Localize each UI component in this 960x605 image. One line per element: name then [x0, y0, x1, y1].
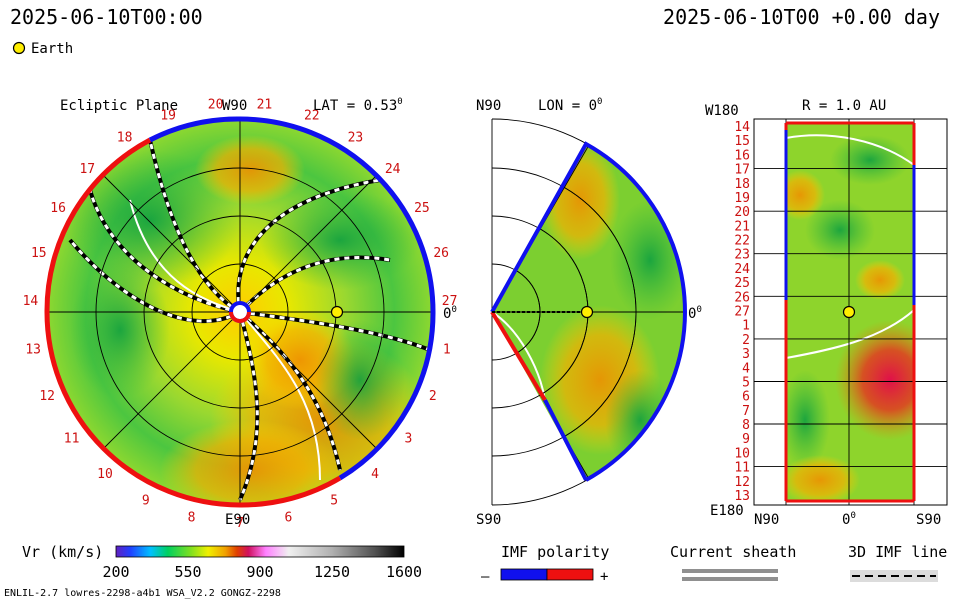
colorbar-tick-label: 1250 [314, 563, 350, 581]
ecliptic-rim-label: 25 [414, 201, 430, 216]
synoptic-row-label: 23 [734, 248, 750, 263]
ecliptic-right-label: 00 [443, 305, 457, 322]
ecliptic-rim-label: 9 [142, 494, 150, 509]
synoptic-row-label: 21 [734, 219, 750, 234]
ecliptic-rim-label: 10 [97, 467, 113, 482]
synoptic-row-label: 10 [734, 446, 750, 461]
synoptic-row-label: 3 [742, 347, 750, 362]
datetime-right: 2025-06-10T00 +0.00 day [663, 5, 940, 29]
ecliptic-rim-label: 14 [23, 294, 39, 309]
colorbar-tick-label: 550 [174, 563, 201, 581]
earth-marker-synoptic [842, 305, 856, 319]
ecliptic-rim-label: 22 [304, 109, 320, 124]
synoptic-row-label: 8 [742, 418, 750, 433]
ecliptic-rim-label: 4 [371, 467, 379, 482]
synoptic-bottom-left-label: E180 [710, 503, 744, 519]
synoptic-row-label: 1 [742, 319, 750, 334]
ecliptic-rim-label: 24 [385, 162, 401, 177]
ecliptic-rim-label: 7 [236, 516, 244, 531]
colorbar-tick-label: 900 [246, 563, 273, 581]
datetime-left: 2025-06-10T00:00 [10, 5, 203, 29]
synoptic-top-left-label: W180 [705, 103, 739, 119]
synoptic-row-label: 18 [734, 177, 750, 192]
synoptic-panel: 1415161718192021222324252627123456789101… [705, 98, 948, 528]
ecliptic-rim-label: 8 [188, 510, 196, 525]
synoptic-row-label: 11 [734, 461, 750, 476]
synoptic-row-label: 6 [742, 390, 750, 405]
earth-marker-meridional [580, 305, 594, 319]
meridional-bottom-label: S90 [476, 512, 501, 528]
ecliptic-rim-label: 17 [79, 162, 95, 177]
ecliptic-rim-label: 11 [64, 431, 80, 446]
synoptic-row-label: 25 [734, 276, 750, 291]
synoptic-row-label: 20 [734, 205, 750, 220]
imf-polarity-legend: IMF polarity – + [481, 543, 609, 585]
synoptic-row-label: 16 [734, 148, 750, 163]
meridional-top-label: N90 [476, 98, 501, 114]
ecliptic-title: Ecliptic Plane [60, 98, 178, 114]
synoptic-x-label-n90: N90 [754, 512, 779, 528]
synoptic-row-label: 13 [734, 489, 750, 504]
colorbar-label: Vr (km/s) [22, 543, 103, 561]
ecliptic-rim-label: 5 [330, 494, 338, 509]
ecliptic-rim-label: 13 [25, 343, 41, 358]
colorbar-tick-label: 200 [102, 563, 129, 581]
ecliptic-rim-label: 27 [442, 294, 458, 309]
synoptic-row-label: 14 [734, 120, 750, 135]
ecliptic-rim-label: 15 [31, 246, 47, 261]
ecliptic-rim-label: 1 [443, 343, 451, 358]
ecliptic-rim-label: 26 [433, 246, 449, 261]
current-sheath-legend: Current sheath [670, 543, 796, 581]
ecliptic-bottom-label: E90 [225, 512, 250, 528]
synoptic-row-label: 24 [734, 262, 750, 277]
ecliptic-rim-label: 12 [39, 389, 55, 404]
synoptic-row-label: 4 [742, 361, 750, 376]
earth-legend-label: Earth [31, 41, 73, 57]
synoptic-row-label: 7 [742, 404, 750, 419]
ecliptic-rim-label: 16 [50, 201, 66, 216]
imf-polarity-title: IMF polarity [501, 543, 609, 561]
imf-polarity-minus: – [481, 569, 490, 585]
synoptic-row-label: 15 [734, 134, 750, 149]
ecliptic-rim-label: 3 [404, 431, 412, 446]
synoptic-x-label-s90: S90 [916, 512, 941, 528]
synoptic-row-label: 5 [742, 376, 750, 391]
ecliptic-rim-label: 19 [160, 109, 176, 124]
synoptic-row-label: 2 [742, 333, 750, 348]
synoptic-row-label: 19 [734, 191, 750, 206]
imf-line-legend: 3D IMF line [848, 543, 947, 582]
synoptic-title: R = 1.0 AU [802, 98, 886, 114]
ecliptic-rim-label: 6 [284, 510, 292, 525]
synoptic-row-label: 12 [734, 475, 750, 490]
ecliptic-rim-label: 20 [208, 97, 224, 112]
ecliptic-rim-label: 21 [257, 97, 273, 112]
earth-marker-ecliptic [330, 305, 344, 319]
synoptic-row-label: 17 [734, 163, 750, 178]
ecliptic-top-label: W90 [222, 98, 247, 114]
ecliptic-lat-label: LAT = 0.530 [313, 97, 403, 114]
imf-line-title: 3D IMF line [848, 543, 947, 561]
velocity-colorbar: Vr (km/s) 200 550 900 1250 1600 [22, 543, 422, 581]
footer-model-info: ENLIL-2.7 lowres-2298-a4b1 WSA_V2.2 GONG… [4, 588, 281, 599]
synoptic-row-label: 26 [734, 290, 750, 305]
current-sheath-title: Current sheath [670, 543, 796, 561]
meridional-lon-label: LON = 00 [538, 97, 602, 114]
ecliptic-rim-label: 2 [429, 389, 437, 404]
synoptic-x-label-zero: 00 [842, 511, 856, 528]
synoptic-row-label: 27 [734, 305, 750, 320]
imf-polarity-plus: + [600, 569, 608, 585]
earth-legend-marker [12, 41, 26, 55]
synoptic-row-label: 9 [742, 432, 750, 447]
ecliptic-rim-label: 18 [117, 131, 133, 146]
synoptic-row-label: 22 [734, 234, 750, 249]
ecliptic-rim-label: 23 [348, 131, 364, 146]
colorbar-tick-label: 1600 [386, 563, 422, 581]
meridional-right-label: 00 [688, 305, 702, 322]
